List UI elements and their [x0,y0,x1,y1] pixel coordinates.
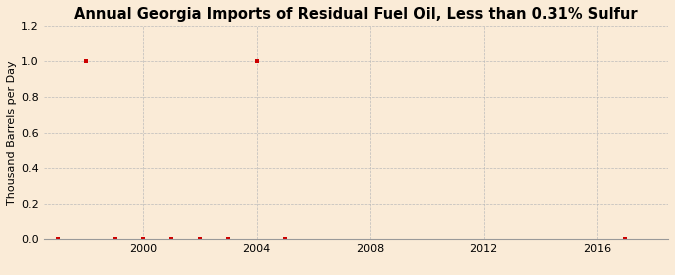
Y-axis label: Thousand Barrels per Day: Thousand Barrels per Day [7,60,17,205]
Title: Annual Georgia Imports of Residual Fuel Oil, Less than 0.31% Sulfur: Annual Georgia Imports of Residual Fuel … [74,7,638,22]
